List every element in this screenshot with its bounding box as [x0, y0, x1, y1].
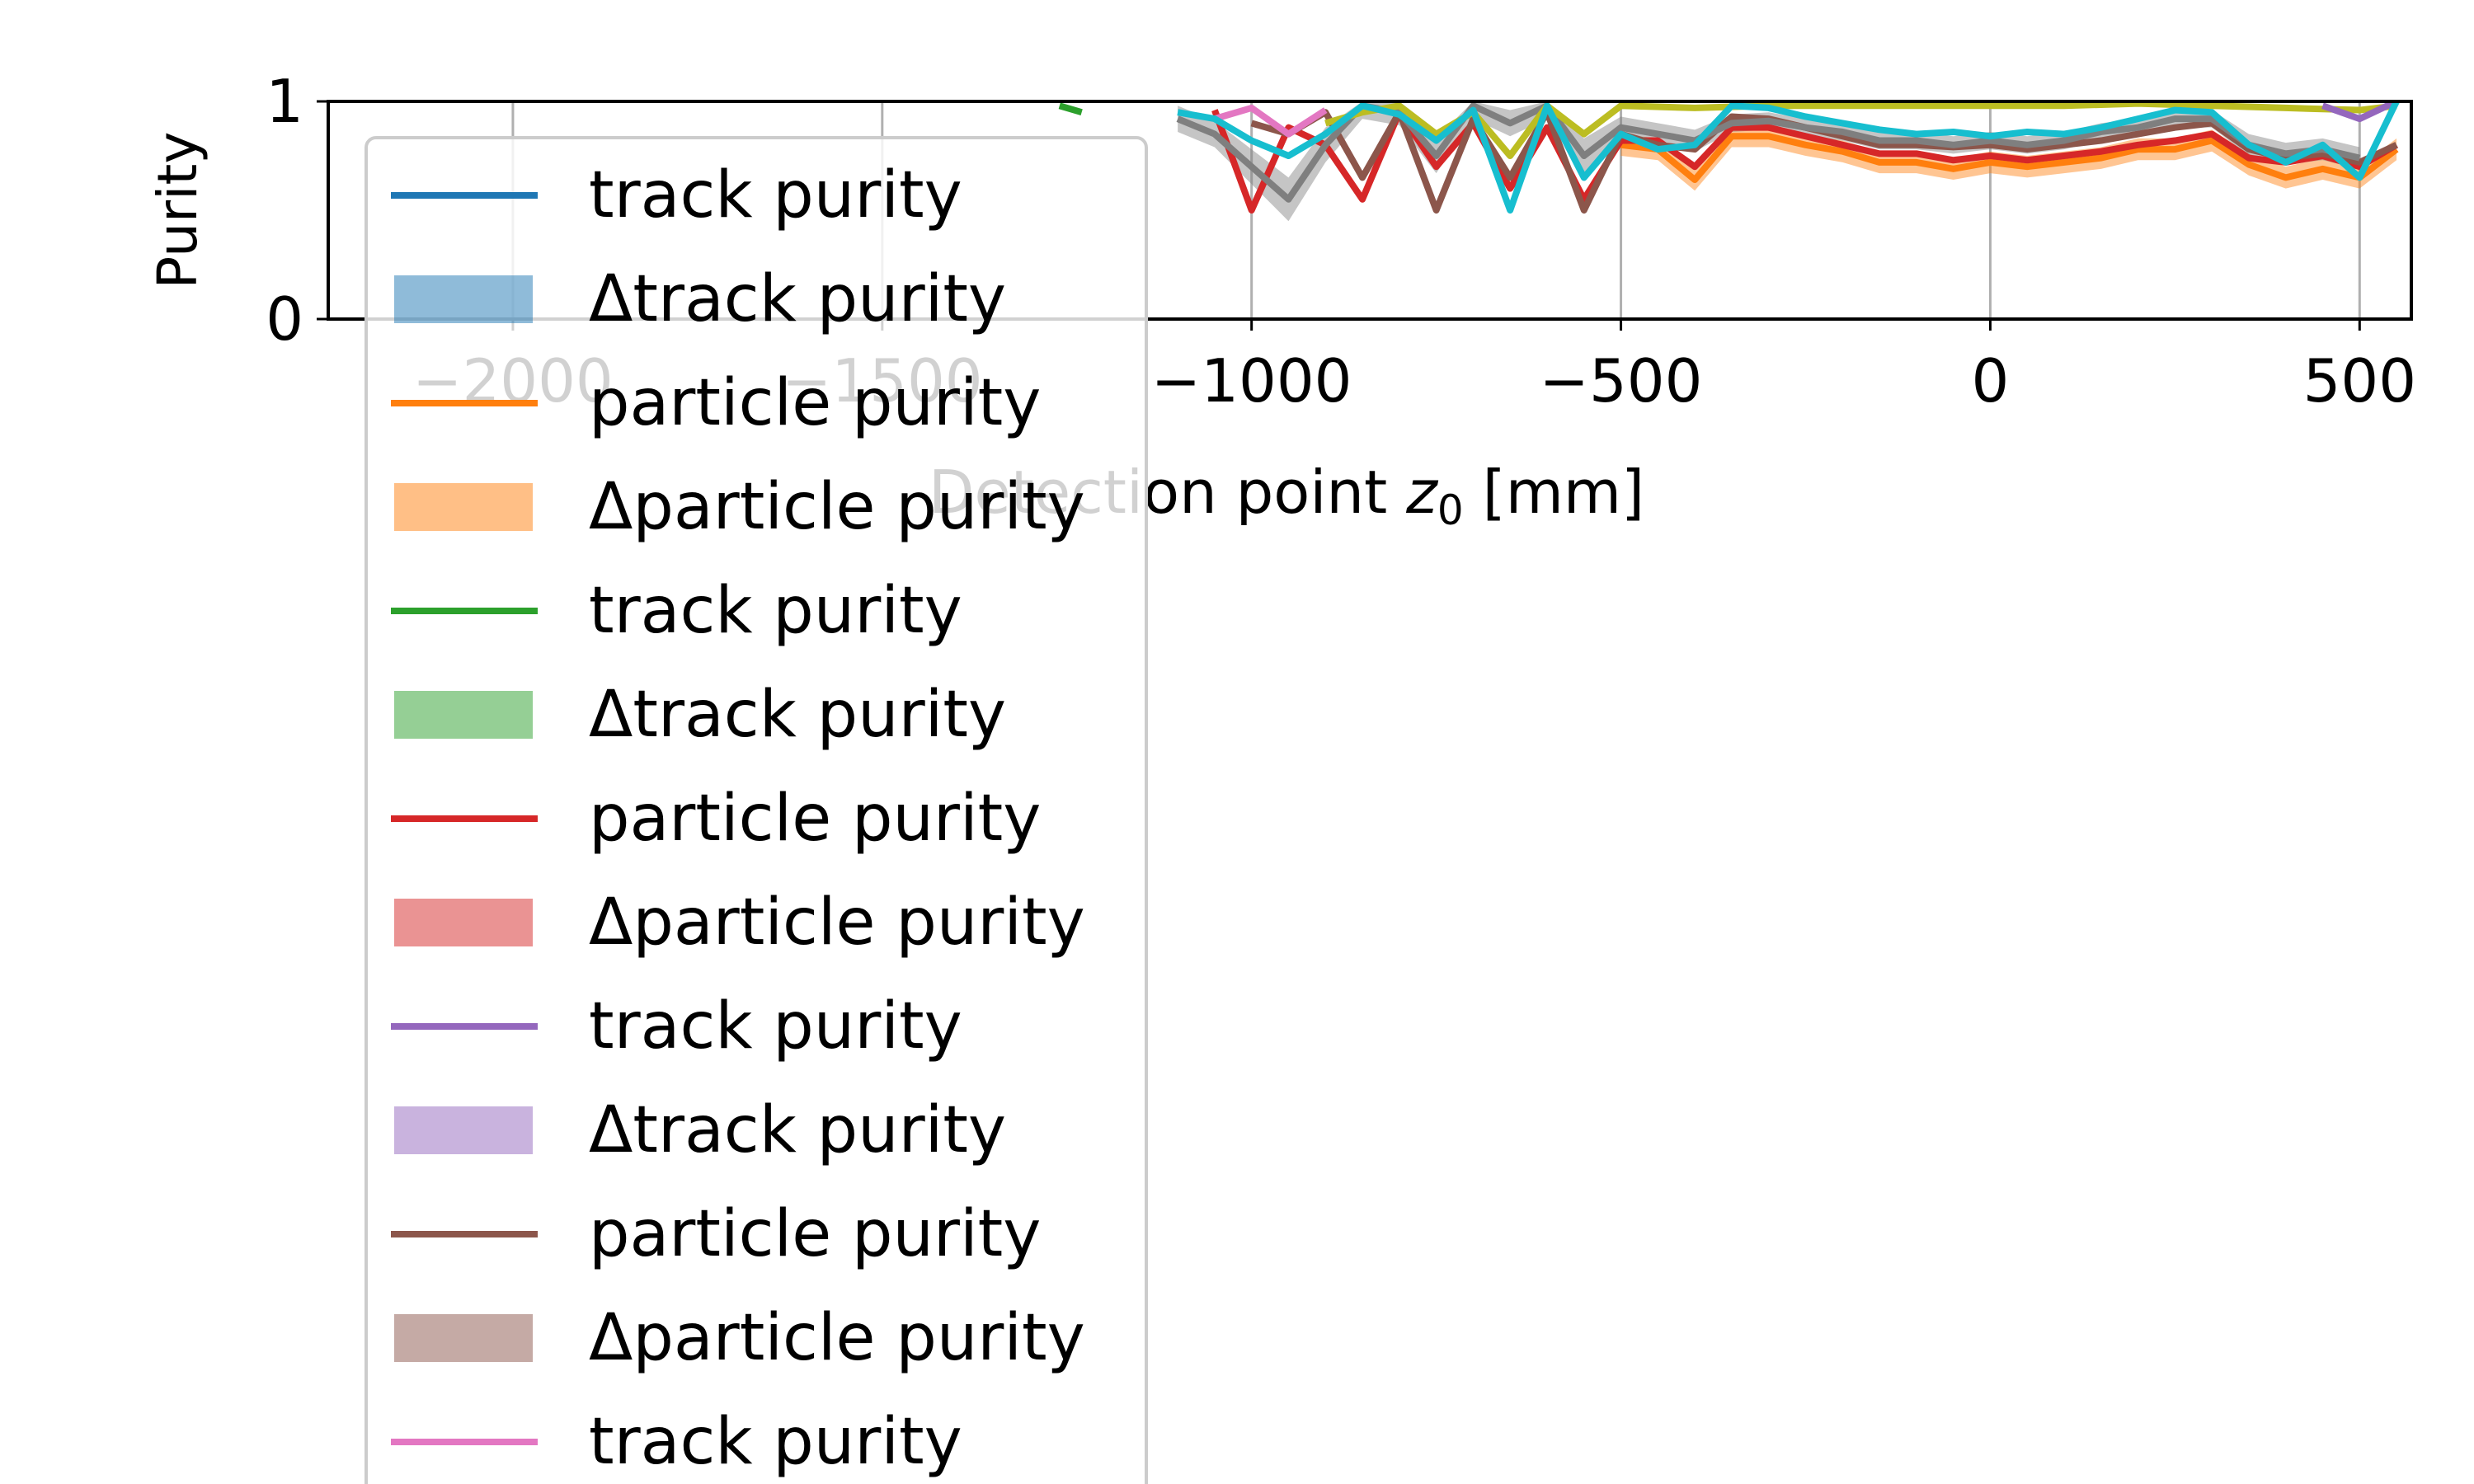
series-line: [1620, 133, 2399, 184]
legend-label: particle purity: [589, 366, 1041, 440]
legend: track purity Δtrack purity particle purity…: [365, 136, 1148, 1484]
legend-label: track purity: [589, 574, 962, 648]
legend-band-swatch: [394, 1314, 533, 1362]
y-axis-label: Purity: [146, 132, 209, 289]
legend-band-swatch: [394, 691, 533, 739]
series-line: [2321, 101, 2398, 123]
legend-label: Δtrack purity: [589, 262, 1006, 336]
legend-label: particle purity: [589, 1197, 1041, 1271]
x-tick-label: −1000: [1151, 346, 1352, 416]
legend-label: track purity: [589, 1405, 962, 1479]
y-tick-label: 0: [266, 284, 303, 354]
legend-label: track purity: [589, 158, 962, 232]
x-tick-label: 0: [1972, 346, 2010, 416]
legend-label: Δparticle purity: [589, 1301, 1085, 1375]
legend-label: Δparticle purity: [589, 885, 1085, 960]
legend-label: Δtrack purity: [589, 1093, 1006, 1167]
legend-frame: [365, 136, 1148, 1484]
y-axis-ticks: 01: [266, 67, 328, 354]
plot-frame: [327, 100, 2413, 321]
legend-label: Δtrack purity: [589, 678, 1006, 752]
y-tick-label: 1: [266, 67, 303, 136]
x-tick-label: 500: [2303, 346, 2416, 416]
legend-band-swatch: [394, 275, 533, 323]
series-line: [1177, 101, 2400, 214]
legend-label: particle purity: [589, 782, 1041, 856]
purity-lines: [1058, 101, 2400, 214]
legend-band-swatch: [394, 483, 533, 531]
series-line: [1213, 104, 1328, 138]
legend-band-swatch: [394, 899, 533, 946]
legend-band-swatch: [394, 1106, 533, 1154]
x-tick-label: −500: [1540, 346, 1703, 416]
legend-label: Δparticle purity: [589, 470, 1085, 544]
series-line: [1058, 102, 1083, 116]
legend-label: track purity: [589, 989, 962, 1064]
